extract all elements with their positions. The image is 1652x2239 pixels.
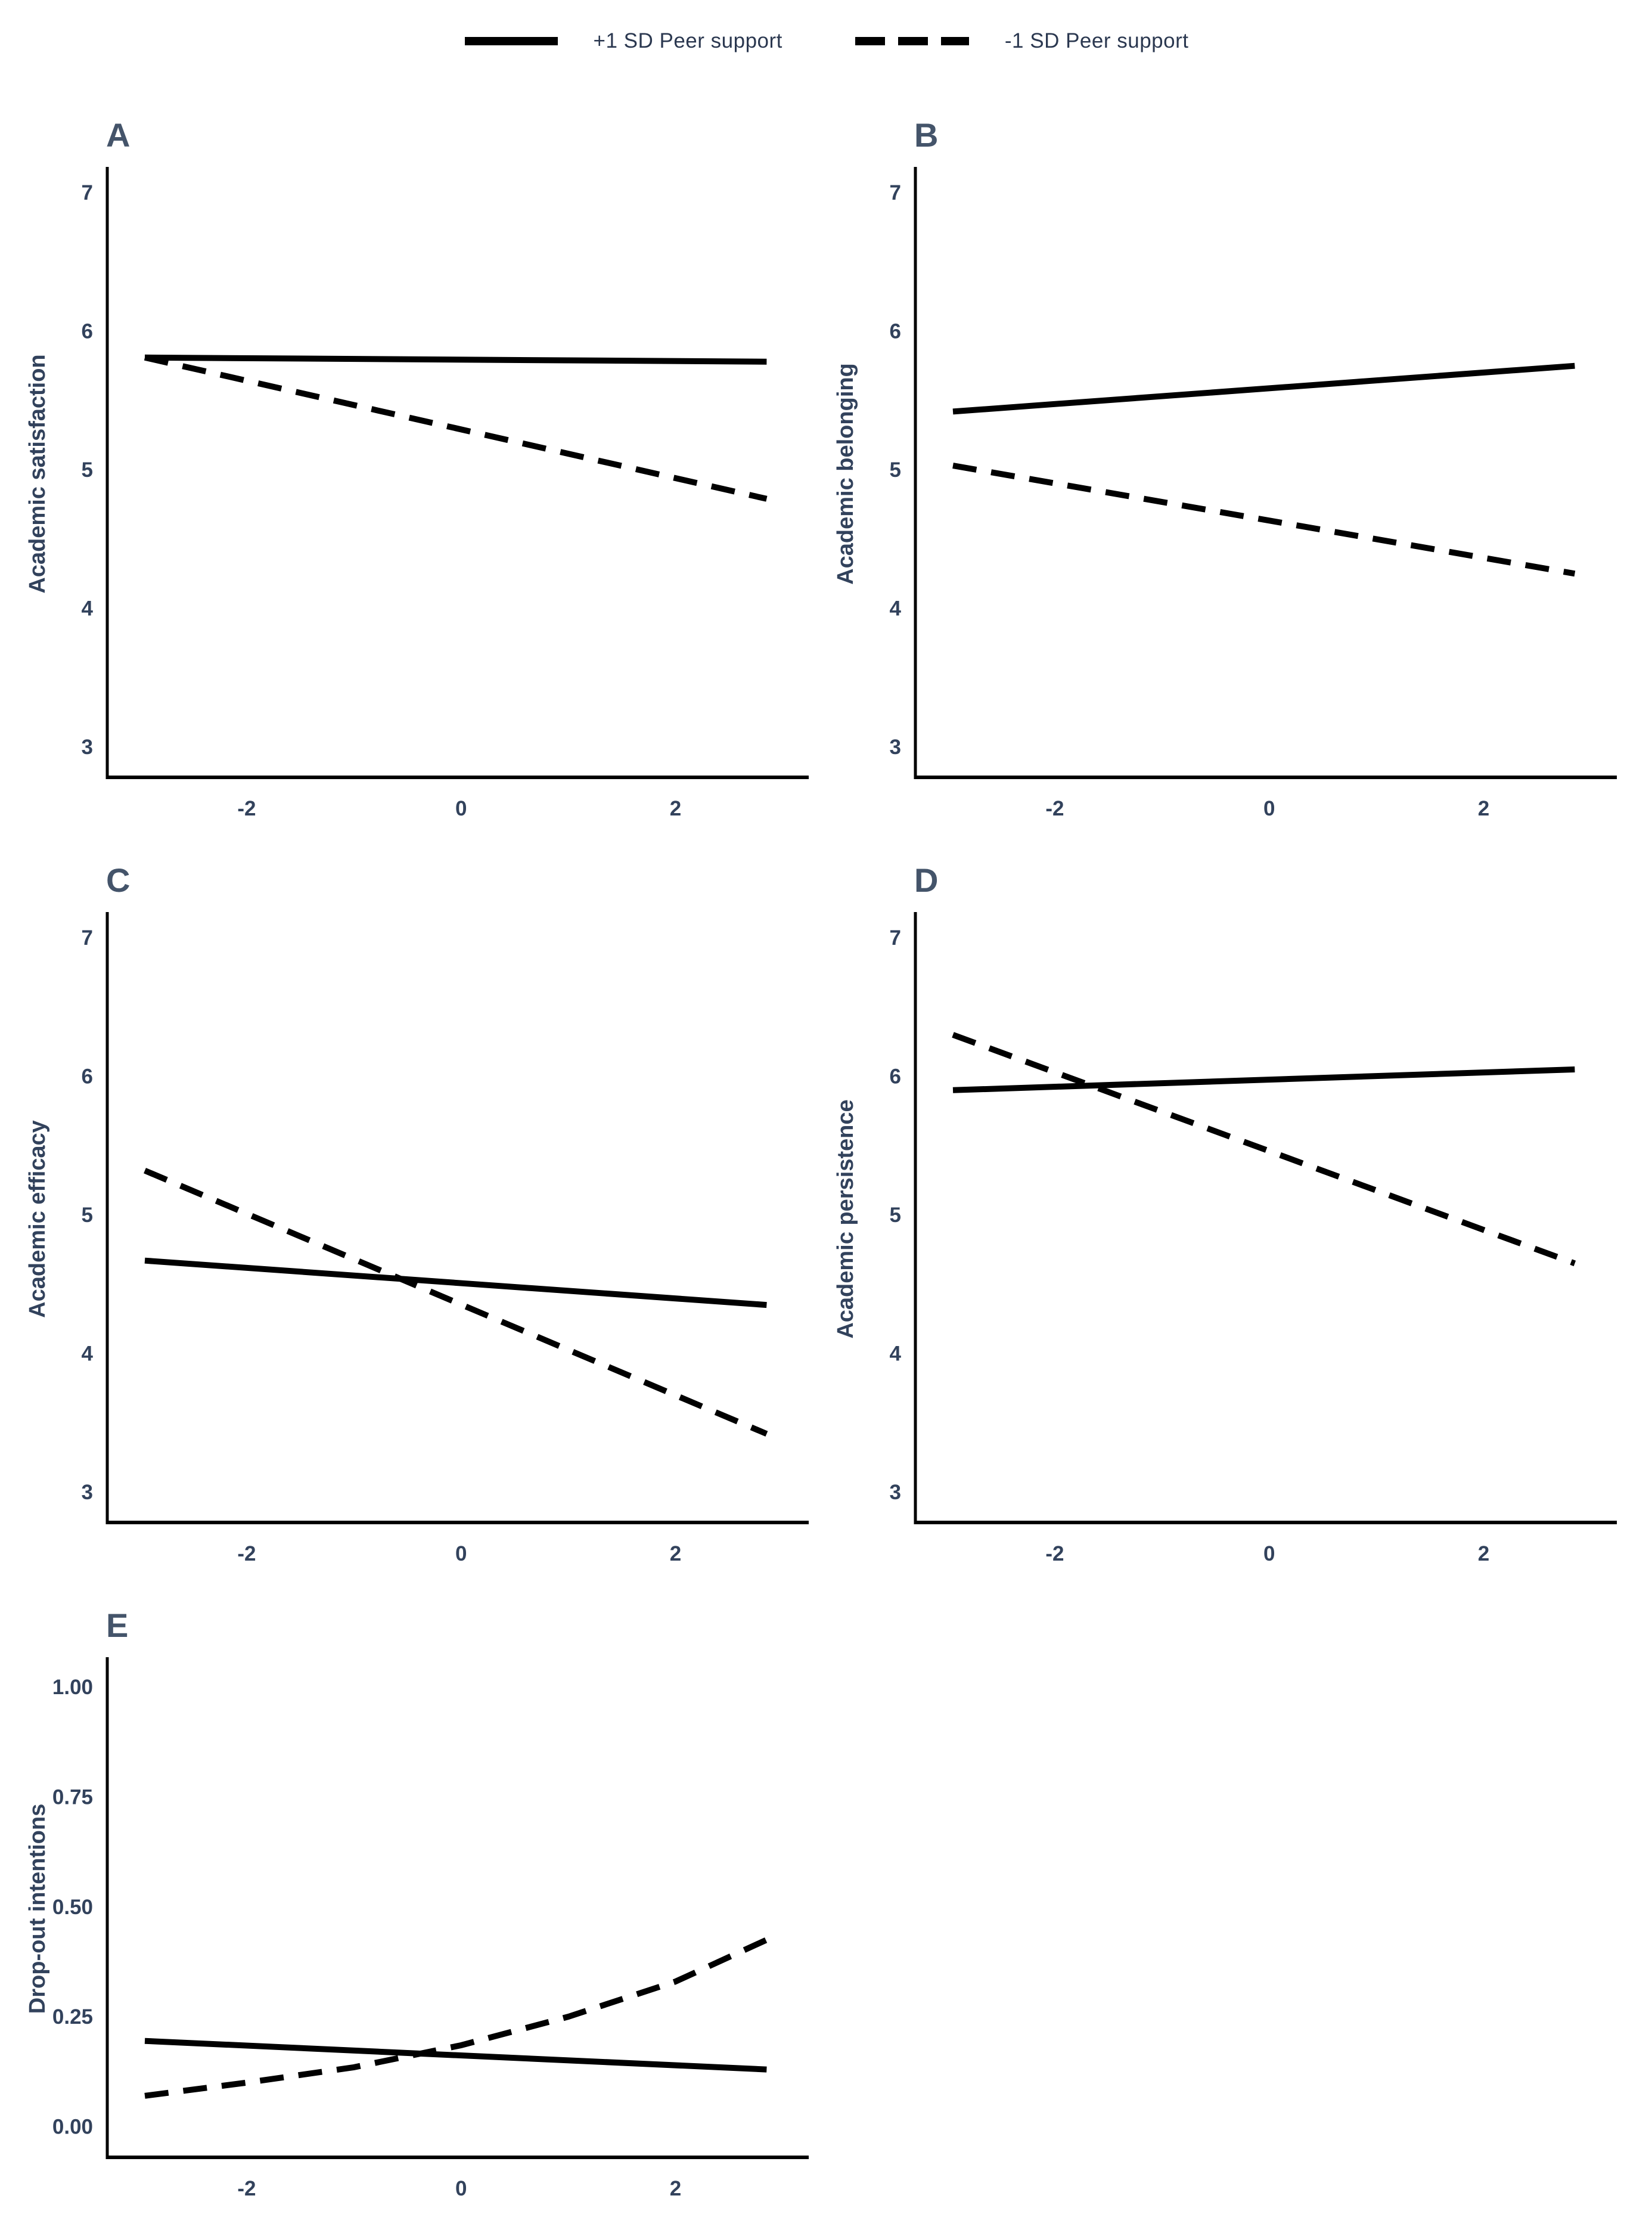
panel-e-letter: E	[106, 1607, 129, 1644]
svg-text:2: 2	[1478, 1542, 1489, 1565]
svg-text:1.00: 1.00	[52, 1676, 93, 1699]
panel-b: B Academic belonging 7 6 5 4 3 -2 0 2	[825, 117, 1623, 843]
svg-text:7: 7	[890, 926, 901, 950]
panel-c-y-axis-label: Academic efficacy	[25, 1120, 50, 1318]
svg-text:-2: -2	[1045, 797, 1064, 820]
panels-grid: A Academic satisfaction 7 6 5 4 3 -2 0 2 B Acad…	[0, 117, 1652, 2220]
panel-a-plot: 7 6 5 4 3 -2 0 2	[82, 167, 809, 820]
svg-text:3: 3	[890, 736, 901, 759]
svg-text:0.25: 0.25	[52, 2005, 93, 2029]
panel-d-plot: 7 6 5 4 3 -2 0 2	[890, 912, 1617, 1565]
panel-a-body: Academic satisfaction 7 6 5 4 3 -2 0 2	[17, 163, 815, 843]
panel-b-letter: B	[914, 116, 939, 154]
dashed-line-swatch	[855, 37, 969, 45]
panel-c-plot: 7 6 5 4 3 -2 0 2	[82, 912, 809, 1565]
svg-text:2: 2	[670, 797, 681, 820]
panel-d-y-axis-label: Academic persistence	[833, 1099, 858, 1339]
svg-text:4: 4	[890, 597, 902, 620]
svg-text:0.50: 0.50	[52, 1896, 93, 1919]
panel-a-letter: A	[106, 116, 131, 154]
panel-empty-slot	[825, 1607, 1623, 2220]
svg-text:7: 7	[82, 181, 93, 204]
svg-text:5: 5	[82, 458, 93, 482]
svg-text:0: 0	[1263, 1542, 1275, 1565]
panel-c: C Academic efficacy 7 6 5 4 3 -2 0 2	[17, 862, 815, 1588]
svg-text:-2: -2	[1045, 1542, 1064, 1565]
svg-text:0.75: 0.75	[52, 1786, 93, 1809]
svg-text:0: 0	[455, 797, 467, 820]
svg-text:6: 6	[82, 1065, 93, 1089]
svg-text:3: 3	[82, 1481, 93, 1504]
svg-text:0: 0	[455, 1542, 467, 1565]
panel-b-y-axis-label: Academic belonging	[833, 363, 858, 585]
panel-e-body: Drop-out intentions 1.00 0.75 0.50 0.25 0.00…	[17, 1654, 815, 2220]
panel-c-letter: C	[106, 861, 131, 899]
legend-label-minus-1sd: -1 SD Peer support	[1004, 29, 1189, 52]
svg-text:3: 3	[890, 1481, 901, 1504]
legend-item-plus-1sd: +1 SD Peer support	[464, 29, 782, 53]
panel-e-plot: 1.00 0.75 0.50 0.25 0.00 -2 0 2	[52, 1657, 809, 2200]
panel-d: D Academic persistence 7 6 5 4 3 -2 0 2	[825, 862, 1623, 1588]
svg-text:6: 6	[890, 1065, 901, 1089]
panel-d-body: Academic persistence 7 6 5 4 3 -2 0 2	[825, 908, 1623, 1588]
svg-text:0.00: 0.00	[52, 2115, 93, 2138]
panel-c-body: Academic efficacy 7 6 5 4 3 -2 0 2	[17, 908, 815, 1588]
svg-text:4: 4	[82, 1342, 94, 1365]
svg-text:2: 2	[1478, 797, 1489, 820]
svg-text:4: 4	[82, 597, 94, 620]
legend-label-plus-1sd: +1 SD Peer support	[593, 29, 782, 52]
svg-text:7: 7	[82, 926, 93, 950]
svg-text:-2: -2	[237, 1542, 256, 1565]
svg-text:5: 5	[890, 1204, 901, 1227]
svg-text:4: 4	[890, 1342, 902, 1365]
svg-text:0: 0	[455, 2177, 467, 2200]
svg-text:0: 0	[1263, 797, 1275, 820]
svg-text:2: 2	[670, 1542, 681, 1565]
svg-text:-2: -2	[237, 2177, 256, 2200]
svg-text:5: 5	[82, 1204, 93, 1227]
svg-text:6: 6	[890, 320, 901, 343]
svg-text:6: 6	[82, 320, 93, 343]
panel-a-y-axis-label: Academic satisfaction	[25, 354, 50, 594]
panel-b-plot: 7 6 5 4 3 -2 0 2	[890, 167, 1617, 820]
svg-text:5: 5	[890, 458, 901, 482]
plot-legend: +1 SD Peer support -1 SD Peer support	[0, 0, 1652, 57]
svg-text:2: 2	[670, 2177, 681, 2200]
svg-text:3: 3	[82, 736, 93, 759]
panel-d-letter: D	[914, 861, 939, 899]
legend-item-minus-1sd: -1 SD Peer support	[854, 29, 1189, 53]
solid-line-swatch	[464, 37, 558, 45]
panel-b-body: Academic belonging 7 6 5 4 3 -2 0 2	[825, 163, 1623, 843]
svg-text:-2: -2	[237, 797, 256, 820]
panel-e: E Drop-out intentions 1.00 0.75 0.50 0.25 0.…	[17, 1607, 815, 2220]
panel-e-y-axis-label: Drop-out intentions	[25, 1803, 50, 2014]
panel-a: A Academic satisfaction 7 6 5 4 3 -2 0 2	[17, 117, 815, 843]
svg-text:7: 7	[890, 181, 901, 204]
